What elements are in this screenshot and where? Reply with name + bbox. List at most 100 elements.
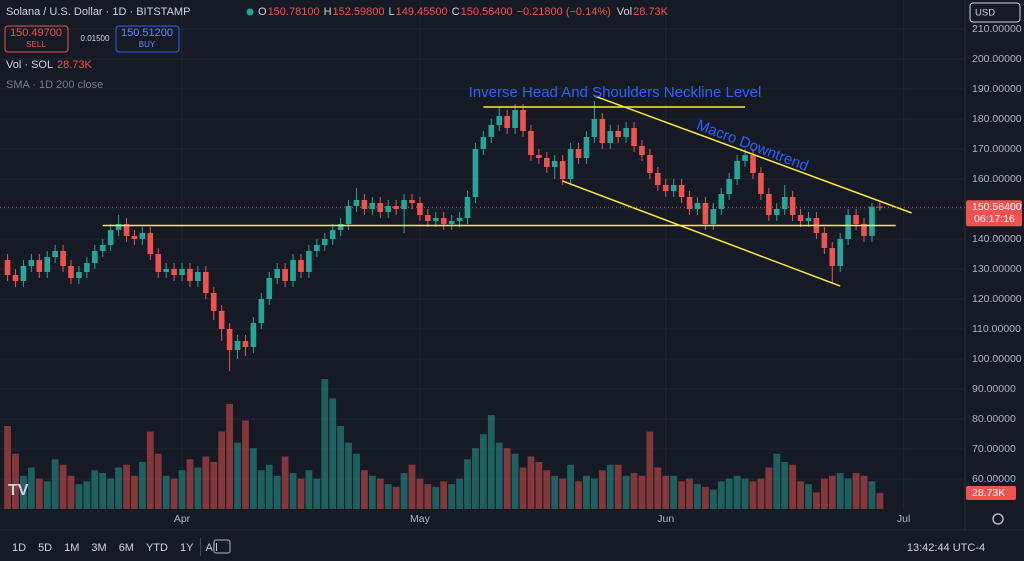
- vol-value: 28.73K: [633, 6, 669, 18]
- volume-bar: [575, 481, 582, 509]
- candle-body: [425, 215, 431, 221]
- volume-bar: [559, 478, 567, 509]
- candle-body: [131, 236, 138, 239]
- volume-bar: [115, 467, 122, 509]
- candle-body: [472, 149, 479, 197]
- candle-body: [591, 119, 598, 137]
- candle-body: [551, 161, 558, 167]
- candle-body: [187, 269, 193, 281]
- y-tick-label: 180.00000: [972, 113, 1022, 125]
- volume-bar: [162, 475, 170, 509]
- logo: TV: [8, 482, 29, 499]
- volume-bar: [376, 478, 384, 509]
- range-button[interactable]: 5D: [38, 542, 52, 554]
- volume-bar: [59, 464, 67, 509]
- candle-body: [615, 131, 621, 137]
- y-tick-label: 190.00000: [972, 83, 1022, 95]
- volume-bar: [440, 481, 448, 509]
- candle-body: [409, 200, 415, 203]
- candle-body: [464, 197, 471, 218]
- volume-bar: [154, 453, 162, 509]
- candle-body: [662, 185, 669, 191]
- volume-bar: [511, 453, 519, 509]
- currency-box[interactable]: [969, 2, 1021, 23]
- candle-body: [686, 197, 693, 209]
- range-button[interactable]: YTD: [146, 542, 168, 554]
- volume-bar: [717, 481, 725, 509]
- volume-bar: [797, 481, 804, 509]
- range-button[interactable]: 1D: [12, 542, 26, 554]
- range-button[interactable]: 3M: [91, 542, 106, 554]
- candle-body: [195, 272, 201, 281]
- candle-body: [742, 155, 748, 161]
- candle-body: [250, 323, 257, 347]
- volume-bar: [170, 478, 178, 509]
- range-button[interactable]: All: [205, 542, 217, 554]
- range-button[interactable]: 1M: [64, 542, 79, 554]
- candle-body: [440, 218, 447, 224]
- x-tick-label: Jun: [657, 513, 674, 525]
- buy-button[interactable]: [115, 25, 180, 53]
- volume-bar: [83, 481, 91, 509]
- candle-body: [837, 239, 844, 266]
- volume-tag: 28.73K: [972, 487, 1005, 499]
- volume-bar: [757, 478, 765, 509]
- volume-bar: [392, 486, 400, 509]
- candle-body: [829, 248, 836, 266]
- candle-body: [266, 278, 273, 299]
- buy-label: BUY: [139, 40, 156, 49]
- volume-bar: [773, 453, 781, 509]
- candle-body: [155, 254, 162, 272]
- sell-button[interactable]: [4, 25, 69, 53]
- countdown: 06:17:16: [974, 213, 1015, 225]
- candle-body: [282, 269, 288, 281]
- volume-bar: [20, 475, 27, 509]
- ohlc-key: C: [452, 6, 460, 18]
- candle-body: [631, 128, 637, 146]
- volume-bar: [702, 486, 709, 509]
- volume-bar: [844, 478, 852, 509]
- volume-bar: [551, 475, 559, 509]
- candle-body: [655, 173, 661, 185]
- candle-body: [306, 251, 312, 272]
- candle-body: [726, 179, 732, 194]
- settings-icon[interactable]: [992, 513, 1004, 525]
- sell-label: SELL: [26, 40, 46, 49]
- volume-bar: [75, 484, 83, 509]
- volume-bar: [820, 478, 828, 509]
- volume-bar: [464, 459, 471, 509]
- clock: 13:42:44 UTC-4: [907, 542, 985, 554]
- volume-bar: [765, 467, 773, 509]
- candle-body: [496, 116, 503, 125]
- volume-bar: [91, 470, 99, 509]
- range-button[interactable]: 1Y: [180, 542, 194, 554]
- candle-body: [750, 155, 756, 173]
- candle-body: [845, 215, 851, 239]
- y-tick-label: 100.00000: [972, 353, 1022, 365]
- volume-bar: [138, 461, 146, 509]
- date-range-icon[interactable]: [213, 539, 231, 554]
- candle-body: [789, 197, 796, 215]
- candle-body: [68, 266, 74, 278]
- volume-bar: [503, 448, 511, 509]
- volume-bar: [345, 442, 352, 509]
- ohlc-value: 149.45500: [396, 6, 448, 18]
- range-button[interactable]: 6M: [119, 542, 134, 554]
- volume-bar: [432, 486, 440, 509]
- candle-body: [599, 119, 606, 143]
- candle-body: [718, 194, 725, 209]
- candle-body: [853, 215, 859, 224]
- ohlc-key: H: [324, 6, 332, 18]
- volume-bar: [289, 473, 297, 509]
- volume-bar: [178, 470, 186, 509]
- candle-body: [861, 224, 867, 236]
- ohlc-value: 150.56400: [461, 6, 513, 18]
- volume-bar: [202, 456, 210, 509]
- volume-bar: [35, 478, 43, 509]
- volume-bar: [686, 478, 693, 509]
- candle-body: [179, 269, 185, 275]
- volume-bar: [868, 481, 876, 509]
- volume-bar: [590, 478, 598, 509]
- candle-body: [314, 245, 320, 251]
- x-tick-label: May: [410, 513, 431, 525]
